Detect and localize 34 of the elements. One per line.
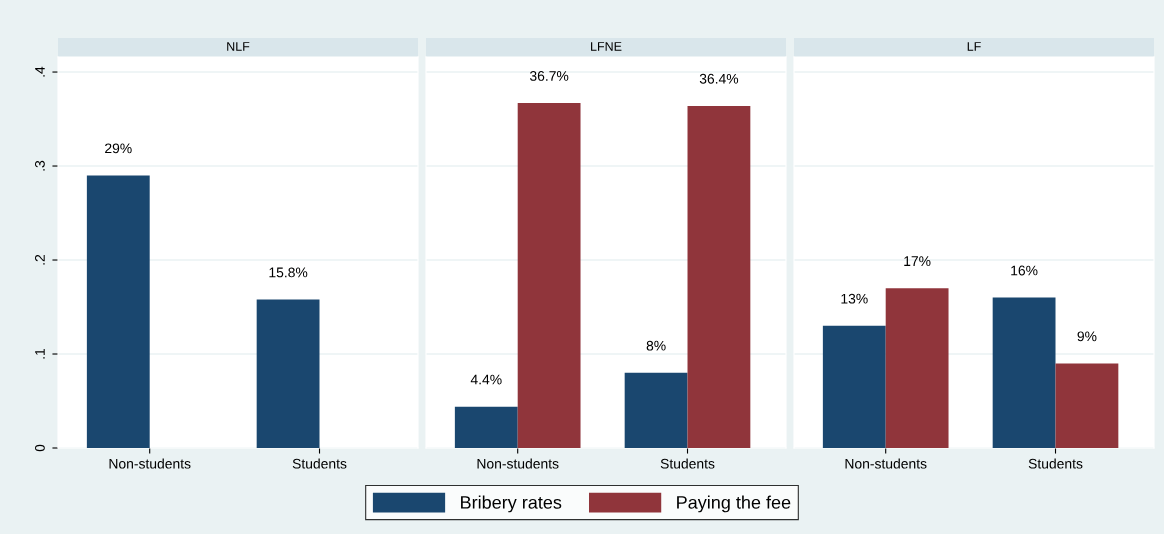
data-label: 16% <box>1011 265 1038 276</box>
bar <box>992 297 1056 448</box>
data-label: 29% <box>105 143 132 154</box>
bar <box>624 372 688 448</box>
bar <box>885 288 949 448</box>
y-tick-label: .2 <box>35 254 45 265</box>
y-tick-label: .1 <box>35 348 45 359</box>
data-label: 17% <box>904 256 931 266</box>
x-tick-label: Students <box>1028 458 1083 469</box>
chart-title: LF <box>967 42 981 51</box>
data-label: 36.7% <box>529 71 569 81</box>
bar <box>822 325 886 448</box>
legend-label: Paying the fee <box>677 495 791 513</box>
data-label: 9% <box>1077 331 1097 342</box>
y-tick-label: 0 <box>35 444 45 452</box>
bar <box>517 103 581 448</box>
chart-title: NLF <box>227 42 250 51</box>
data-label: 13% <box>841 293 868 304</box>
bar <box>454 406 518 448</box>
y-tick-label: .4 <box>35 66 45 77</box>
x-tick-label: Non-students <box>109 458 191 469</box>
bar <box>1055 363 1119 448</box>
data-label: 36.4% <box>699 73 739 84</box>
bar <box>687 105 751 448</box>
y-tick-label: .3 <box>35 160 45 171</box>
x-tick-label: Non-students <box>477 458 559 469</box>
chart-title: LFNE <box>591 42 622 51</box>
x-tick-label: Non-students <box>845 458 927 469</box>
x-tick-label: Students <box>660 458 715 469</box>
x-tick-label: Students <box>292 458 347 469</box>
legend-label: Bribery rates <box>461 495 562 513</box>
data-label: 4.4% <box>470 374 502 385</box>
data-label: 8% <box>646 340 666 351</box>
data-label: 15.8% <box>269 267 308 278</box>
